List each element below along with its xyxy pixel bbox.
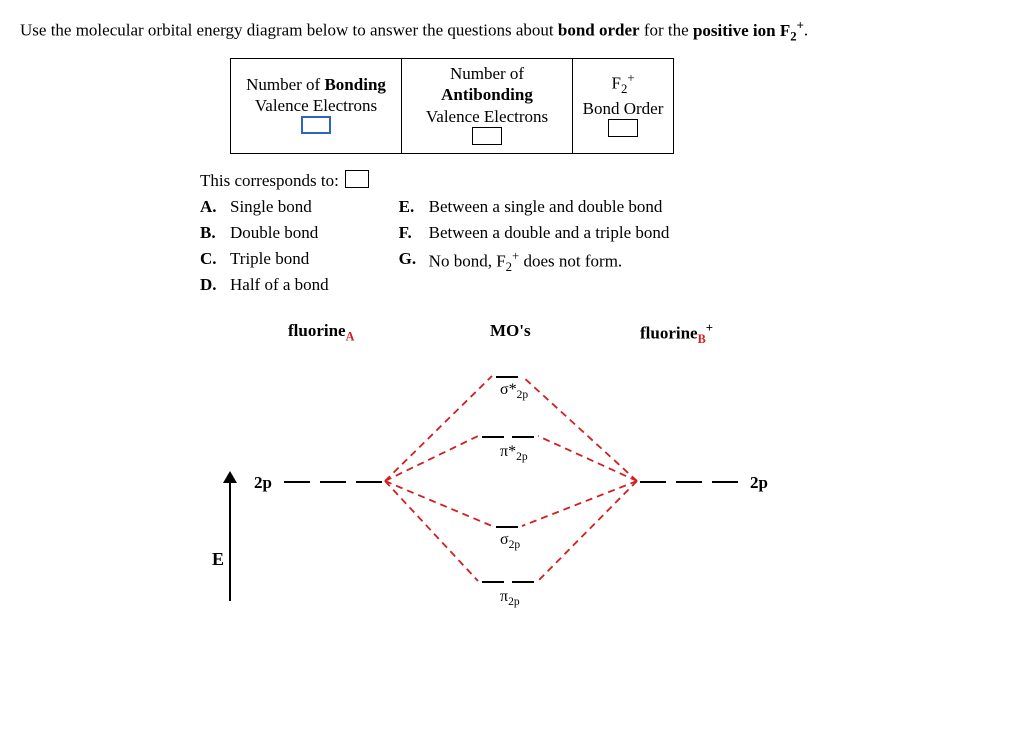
option-e: E.Between a single and double bond [399, 197, 670, 217]
mo-level-pi-star [512, 436, 534, 438]
options-right-col: E.Between a single and double bond F.Bet… [399, 197, 670, 295]
options-block: This corresponds to: A.Single bond B.Dou… [200, 170, 1004, 295]
mo-sigma-star-label: σ*2p [500, 381, 528, 401]
option-a: A.Single bond [200, 197, 329, 217]
mo-level-pi-star [482, 436, 504, 438]
mo-level-sigma [496, 526, 518, 528]
ao-dash [712, 481, 738, 483]
mo-label: MO's [490, 321, 531, 341]
prompt-suffix: . [804, 21, 808, 40]
mo-level-pi [482, 581, 504, 583]
option-g: G. No bond, F2+ does not form. [399, 249, 670, 275]
option-c: C.Triple bond [200, 249, 329, 269]
prompt-bold2: positive ion F2+ [693, 21, 804, 40]
options-left-col: A.Single bond B.Double bond C.Triple bon… [200, 197, 329, 295]
mo-level-pi [512, 581, 534, 583]
mo-pi-star-label: π*2p [500, 443, 528, 463]
ao-dash [320, 481, 346, 483]
ao-dash [640, 481, 666, 483]
answer-table: Number of Bonding Valence Electrons Numb… [230, 58, 1004, 154]
col1-header: Number of Bonding Valence Electrons [231, 59, 402, 154]
ao-right-label: 2p [750, 473, 768, 493]
energy-label: E [212, 549, 224, 570]
question-prompt: Use the molecular orbital energy diagram… [20, 18, 1004, 44]
ao-dash [284, 481, 310, 483]
corresponds-line: This corresponds to: [200, 170, 1004, 191]
mo-diagram: fluorineA MO's fluorineB+ 2p 2p σ*2p π*2… [200, 321, 800, 641]
ao-dash [356, 481, 382, 483]
option-f: F.Between a double and a triple bond [399, 223, 670, 243]
option-d: D.Half of a bond [200, 275, 329, 295]
option-b: B.Double bond [200, 223, 329, 243]
ao-left-label: 2p [254, 473, 272, 493]
bond-order-input[interactable] [608, 119, 638, 137]
col3-header: F2+ Bond Order [573, 59, 674, 154]
corresponds-input[interactable] [345, 170, 369, 188]
prompt-prefix: Use the molecular orbital energy diagram… [20, 21, 558, 40]
ao-dash [676, 481, 702, 483]
fluorine-a-label: fluorineA [288, 321, 354, 344]
prompt-bold1: bond order [558, 21, 640, 40]
fluorine-b-label: fluorineB+ [640, 321, 713, 347]
prompt-mid: for the [640, 21, 693, 40]
mo-sigma-label: σ2p [500, 531, 520, 551]
mo-pi-label: π2p [500, 588, 520, 608]
mo-level-sigma-star [496, 376, 518, 378]
col2-header: Number of Antibonding Valence Electrons [402, 59, 573, 154]
antibonding-electrons-input[interactable] [472, 127, 502, 145]
energy-axis: E [218, 471, 242, 601]
bonding-electrons-input[interactable] [301, 116, 331, 134]
